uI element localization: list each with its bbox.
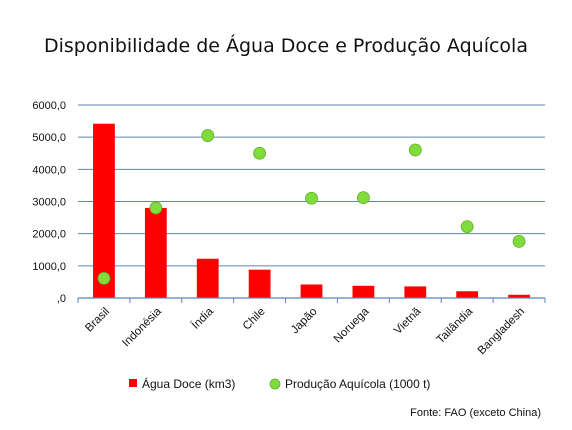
data-point <box>512 234 526 248</box>
bar <box>456 291 479 298</box>
point-series <box>97 129 526 285</box>
bar <box>352 285 375 298</box>
y-tick-label: 6000,0 <box>32 100 66 112</box>
chart-title: Disponibilidade de Água Doce e Produção … <box>44 34 528 57</box>
data-point <box>253 146 267 160</box>
x-tick-label: Brasil <box>83 306 112 335</box>
bar <box>404 286 427 298</box>
x-tick-label: Japão <box>289 306 320 337</box>
x-tick-label: Tailândia <box>435 305 476 346</box>
y-tick-label: 1000,0 <box>32 261 66 273</box>
x-axis <box>77 297 546 303</box>
y-tick-label: 2000,0 <box>32 229 66 241</box>
y-tick-label: ,0 <box>57 293 66 305</box>
x-tick-label: Vietnã <box>392 305 424 337</box>
legend-label-bar: Água Doce (km3) <box>142 376 235 391</box>
bar <box>196 258 219 298</box>
bar <box>300 284 323 298</box>
source-note: Fonte: FAO (exceto China) <box>410 407 541 419</box>
legend-swatch-point <box>269 378 281 390</box>
bar <box>144 207 167 298</box>
data-point <box>356 191 370 205</box>
legend: Água Doce (km3) Produção Aquícola (1000 … <box>129 376 430 391</box>
bar <box>248 269 271 298</box>
data-point <box>97 271 111 285</box>
y-tick-label: 3000,0 <box>32 197 66 209</box>
x-tick-label: Índia <box>189 305 216 332</box>
x-tick-label: Noruega <box>332 305 372 345</box>
legend-label-point: Produção Aquícola (1000 t) <box>285 377 430 391</box>
x-tick-label: Chile <box>241 306 268 333</box>
y-tick-label: 5000,0 <box>32 132 66 144</box>
bar <box>93 123 115 298</box>
data-point <box>149 201 163 215</box>
x-tick-labels: Brasil Indonésia Índia Chile Japão Noruega Vie… <box>83 305 527 358</box>
data-point <box>408 143 422 157</box>
y-axis: 6000,0 5000,0 4000,0 3000,0 2000,0 1000,0 ,0 <box>32 100 66 305</box>
x-tick-label: Indonésia <box>120 305 164 349</box>
data-point <box>201 129 215 142</box>
y-tick-label: 4000,0 <box>32 164 66 176</box>
legend-swatch-bar <box>129 379 137 387</box>
bar <box>508 294 530 298</box>
data-point <box>305 191 318 205</box>
data-point <box>460 220 474 233</box>
bar-series <box>93 123 530 298</box>
x-tick-label: Bangladesh <box>476 306 527 357</box>
